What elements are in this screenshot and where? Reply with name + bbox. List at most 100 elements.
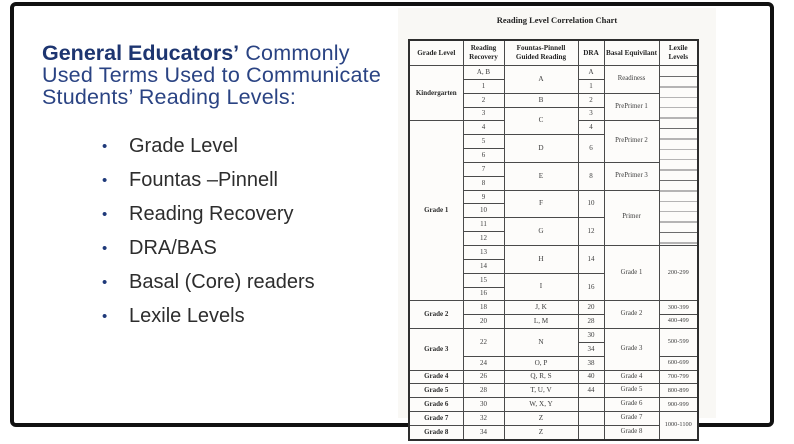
table-cell: D [503,134,579,163]
table-cell: PrePrimer 2 [603,120,660,163]
slide-title-line3: Students’ Reading Levels: [42,85,297,109]
table-cell: 500-599 [658,328,699,357]
table-cell: 16 [577,272,605,302]
table-cell: 5 [462,134,505,150]
table-cell: 32 [462,411,505,426]
table-cell: 2 [577,92,605,108]
table-cell: 200-299 [658,244,699,302]
table-cell: 2 [462,92,505,108]
slide-title-line2: Used Terms Used to Communicate [42,63,381,87]
table-cell: 12 [577,217,605,246]
table-cell: 34 [577,341,605,357]
table-row: Grade 2 18 J, K 20 Grade 2 300-399 [408,300,699,330]
table-cell: 16 [462,286,505,302]
table-cell: Z [503,411,579,426]
table-cell: O, P [503,355,579,371]
table-row: Grade 4 26 Q, R, S 40 Grade 4 700-799 [408,369,699,385]
table-row: 13 H 14 Grade 1 200-299 [409,244,699,302]
table-cell: G [503,217,579,246]
table-cell: 28 [577,314,605,330]
table-cell: N [503,328,579,357]
table-cell: J, K [503,300,579,316]
table-cell: 26 [462,369,505,385]
slide-title: General Educators’ Commonly Used Terms U… [42,42,392,108]
table-cell: Readiness [603,65,660,94]
slide-title-line1: General Educators’ Commonly [42,42,392,64]
table-cell: 18 [462,300,505,316]
table-row: Kindergarten A, B A A Readiness [408,64,699,246]
scanned-chart-region: Reading Level Correlation Chart Grade Le… [398,8,716,441]
table-cell: 600-699 [658,355,699,371]
table-cell: 1000-1100 [658,411,699,441]
table-cell: E [503,161,579,191]
table-cell: 14 [577,244,605,274]
table-cell: 3 [462,106,505,122]
table-cell: 24 [462,355,505,371]
list-item: • DRA/BAS [102,236,402,270]
table-cell: 900-999 [658,397,699,413]
column-header: DRA [577,39,605,66]
table-cell: Grade 7 [408,411,464,426]
list-item: • Reading Recovery [102,202,402,236]
table-row: 9 F 10 Primer [409,189,698,246]
table-cell: 300-399 [658,300,699,316]
list-item-label: Lexile Levels [129,305,245,327]
table-row: Grade 8 34 Z Grade 8 [408,424,698,441]
table-cell: Kindergarten [408,64,464,122]
bullet-icon: • [102,138,108,155]
table-cell: T, U, V [503,383,579,399]
list-item: • Lexile Levels [102,304,402,338]
table-cell: 6 [577,134,605,163]
column-header: Fountas-Pinnell Guided Reading [503,39,579,66]
column-header: Grade Level [408,39,464,66]
table-cell: 10 [577,189,605,219]
table-cell: 11 [462,217,505,233]
table-cell: 7 [462,161,505,177]
table-cell: Grade 3 [603,328,660,371]
column-header: Reading Recovery [462,39,505,66]
table-cell: 34 [462,424,505,441]
table-cell: 30 [462,397,505,413]
list-item-label: Fountas –Pinnell [129,169,278,191]
table-cell: Q, R, S [503,369,579,385]
table-cell: Grade 6 [603,397,660,413]
slide-title-bold-text: General Educators’ [42,41,240,65]
column-header: Lexile Levels [658,39,699,66]
table-cell: 400-499 [658,314,699,330]
list-item-label: Reading Recovery [129,203,294,225]
table-cell: Grade 4 [408,369,464,385]
list-item-label: Basal (Core) readers [129,271,315,293]
table-cell: B [503,92,579,108]
table-cell: 20 [577,300,605,316]
bullet-icon: • [102,240,108,257]
table-cell: 15 [462,272,505,288]
table-cell: L, M [503,314,579,330]
table-cell: Grade 5 [408,383,464,399]
table-cell: 1 [462,78,505,94]
column-header: Basal Equivilant [603,39,660,66]
table-cell: Grade 1 [408,120,464,302]
table-header-row: Grade Level Reading Recovery Fountas-Pinne… [408,39,699,66]
table-cell: 4 [462,120,505,136]
slide-frame: General Educators’ Commonly Used Terms U… [10,2,774,441]
table-cell: 3 [577,106,605,122]
table-cell: Grade 2 [408,300,464,330]
table-cell: 10 [462,203,505,219]
table-cell [577,424,605,441]
table-cell: 12 [462,231,505,246]
table-row: Grade 5 28 T, U, V 44 Grade 5 800-899 [408,383,699,399]
table-cell: F [503,189,579,219]
table-cell: 30 [577,328,605,343]
table-cell: 700-799 [658,369,699,385]
list-item-label: DRA/BAS [129,237,217,259]
table-cell: 44 [577,383,605,399]
table-cell: W, X, Y [503,397,579,413]
table-cell: Grade 4 [603,369,660,385]
table-cell: 1 [577,78,605,94]
table-cell: 22 [462,328,505,357]
table-cell [577,397,605,413]
table-cell [577,411,605,426]
table-cell: 14 [462,258,505,274]
list-item-label: Grade Level [129,135,238,157]
list-item: • Grade Level [102,134,402,168]
